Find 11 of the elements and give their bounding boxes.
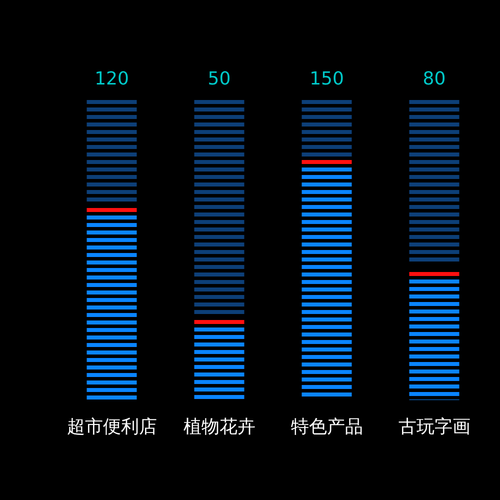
x-tick-label: 超市便利店 [66, 416, 157, 438]
bar [194, 320, 244, 400]
x-tick-label: 植物花卉 [183, 416, 256, 438]
x-tick-label: 古玩字画 [398, 416, 470, 438]
data-label: 120 [94, 68, 129, 90]
data-label: 80 [422, 68, 446, 90]
data-label: 150 [310, 68, 344, 90]
x-tick-label: 特色产品 [290, 416, 363, 438]
bar [86, 208, 137, 400]
bar [409, 272, 460, 400]
data-label: 50 [208, 68, 231, 90]
